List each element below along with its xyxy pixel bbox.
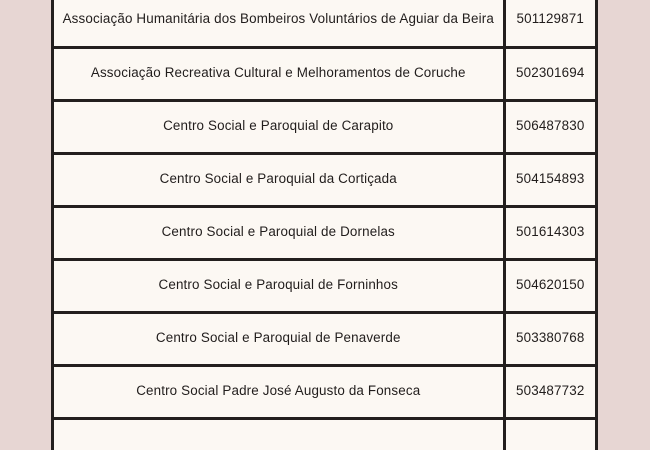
table-row: Centro Social Padre José Augusto da Fons…	[54, 365, 595, 420]
organization-name-cell: Centro Social e Paroquial de Penaverde	[54, 312, 506, 367]
nif-cell: 506487830	[504, 100, 595, 155]
table-row: Centro Social e Paroquial de Forninhos 5…	[54, 259, 595, 314]
nif-cell	[504, 418, 595, 450]
table-row: Centro Social e Paroquial de Dornelas 50…	[54, 206, 595, 261]
nif-cell: 503380768	[504, 312, 595, 367]
nif-cell: 504620150	[504, 259, 595, 314]
organization-name-cell: Centro Social e Paroquial da Cortiçada	[54, 153, 506, 208]
nif-cell: 504154893	[504, 153, 595, 208]
nif-cell: 503487732	[504, 365, 595, 420]
table-row-partial	[54, 418, 595, 450]
organization-name-cell: Centro Social e Paroquial de Dornelas	[54, 206, 506, 261]
organization-name-cell: Centro Social e Paroquial de Carapito	[54, 100, 506, 155]
organization-name-cell: Centro Social Padre José Augusto da Fons…	[54, 365, 506, 420]
organization-name-cell: Associação Humanitária dos Bombeiros Vol…	[54, 0, 506, 49]
organization-name-cell	[54, 418, 506, 450]
table-row: Centro Social e Paroquial de Penaverde 5…	[54, 312, 595, 367]
table-row: Centro Social e Paroquial da Cortiçada 5…	[54, 153, 595, 208]
table-row: Associação Humanitária dos Bombeiros Vol…	[54, 0, 595, 49]
organization-name-cell: Associação Recreativa Cultural e Melhora…	[54, 47, 506, 102]
table-body: Associação Humanitária dos Bombeiros Vol…	[54, 0, 595, 450]
table-row: Associação Recreativa Cultural e Melhora…	[54, 47, 595, 102]
nif-cell: 502301694	[504, 47, 595, 102]
table-row: Centro Social e Paroquial de Carapito 50…	[54, 100, 595, 155]
organization-name-cell: Centro Social e Paroquial de Forninhos	[54, 259, 506, 314]
organization-table-container: Associação Humanitária dos Bombeiros Vol…	[51, 0, 598, 450]
nif-cell: 501614303	[504, 206, 595, 261]
nif-cell: 501129871	[504, 0, 595, 49]
organization-table: Associação Humanitária dos Bombeiros Vol…	[54, 0, 595, 450]
